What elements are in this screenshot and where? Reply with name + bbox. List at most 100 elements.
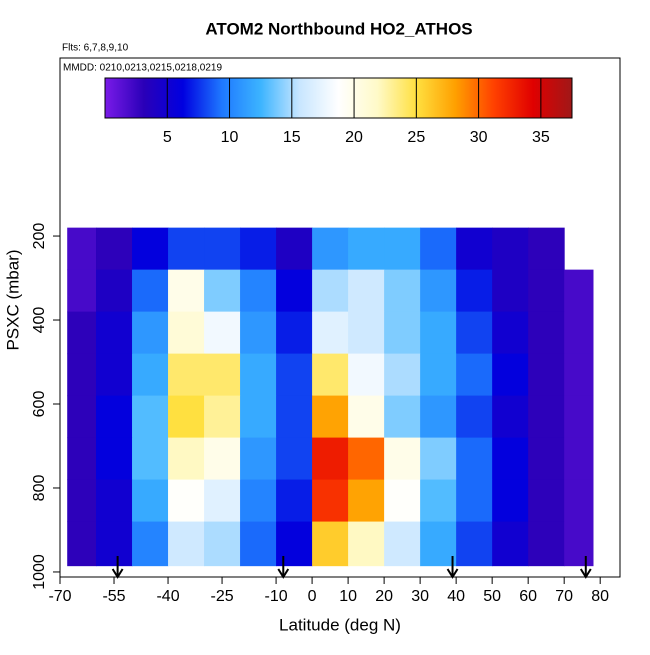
x-tick-label: -55 <box>102 588 125 605</box>
x-tick-label: -10 <box>265 588 288 605</box>
heat-cell <box>492 437 529 481</box>
heat-cell <box>420 395 457 439</box>
heat-cell <box>132 479 169 523</box>
heat-cell <box>384 395 421 439</box>
x-tick-label: 20 <box>375 588 393 605</box>
heat-cell <box>564 521 594 567</box>
heat-cell <box>240 521 277 567</box>
heat-cell <box>528 521 565 567</box>
heat-cell <box>276 227 313 271</box>
heat-cell <box>240 479 277 523</box>
heat-cell <box>456 353 493 397</box>
heat-cell <box>240 353 277 397</box>
x-axis-label: Latitude (deg N) <box>279 615 401 634</box>
heat-cell <box>168 311 205 355</box>
heat-cell <box>312 353 349 397</box>
x-tick-label: 30 <box>411 588 429 605</box>
heat-cell <box>204 269 241 313</box>
colorbar-tick-label: 25 <box>407 129 425 146</box>
y-tick-label: 200 <box>31 223 48 250</box>
heat-cell <box>348 353 385 397</box>
heat-cell <box>240 311 277 355</box>
heat-cell <box>240 269 277 313</box>
heat-cell <box>276 269 313 313</box>
heat-cell <box>528 227 565 271</box>
heat-cell <box>67 521 97 567</box>
heat-cell <box>384 311 421 355</box>
heat-cell <box>492 479 529 523</box>
x-tick-label: 40 <box>447 588 465 605</box>
y-tick-label: 400 <box>31 307 48 334</box>
heat-cell <box>240 227 277 271</box>
heat-cell <box>132 227 169 271</box>
heat-cell <box>420 269 457 313</box>
heat-cell <box>132 521 169 567</box>
x-tick-label: -40 <box>156 588 179 605</box>
heat-cell <box>132 353 169 397</box>
heat-cell <box>96 269 133 313</box>
heat-cell <box>67 269 97 313</box>
heat-cell <box>456 479 493 523</box>
heat-cell <box>204 521 241 567</box>
x-tick-label: -25 <box>210 588 233 605</box>
heat-cell <box>528 437 565 481</box>
heat-cell <box>276 353 313 397</box>
heat-cell <box>276 437 313 481</box>
heat-cell <box>67 479 97 523</box>
heat-cell <box>348 269 385 313</box>
x-tick-label: 70 <box>555 588 573 605</box>
x-tick-label: -70 <box>48 588 71 605</box>
x-tick-label: 60 <box>519 588 537 605</box>
heat-cell <box>96 521 133 567</box>
heat-cell <box>96 353 133 397</box>
heat-cell <box>384 521 421 567</box>
heat-cell <box>564 437 594 481</box>
colorbar-tick-label: 35 <box>532 129 550 146</box>
heat-cell <box>67 437 97 481</box>
heat-cell <box>420 479 457 523</box>
heat-cell <box>420 521 457 567</box>
heat-cell <box>132 437 169 481</box>
heat-cell <box>492 521 529 567</box>
heat-cell <box>204 227 241 271</box>
heat-cell <box>528 353 565 397</box>
heat-cell <box>348 227 385 271</box>
colorbar-tick-label: 5 <box>163 129 172 146</box>
heat-cell <box>492 395 529 439</box>
colorbar-tick-label: 10 <box>221 129 239 146</box>
heat-cell <box>348 479 385 523</box>
heat-cell <box>312 227 349 271</box>
heat-cell <box>348 395 385 439</box>
heat-cell <box>420 353 457 397</box>
heat-cell <box>312 521 349 567</box>
heat-cell <box>204 437 241 481</box>
heat-cell <box>276 521 313 567</box>
heat-cell <box>204 479 241 523</box>
subtitle: Flts: 6,7,8,9,10 <box>62 43 129 54</box>
heat-cell <box>564 353 594 397</box>
colorbar-tick-label: 30 <box>470 129 488 146</box>
y-tick-label: 800 <box>31 475 48 502</box>
heat-cell <box>384 269 421 313</box>
heat-cell <box>528 479 565 523</box>
heat-cell <box>96 437 133 481</box>
heat-cell <box>564 269 594 313</box>
heat-cell <box>204 353 241 397</box>
heat-cell <box>384 227 421 271</box>
heat-cell <box>456 311 493 355</box>
heat-cell <box>456 269 493 313</box>
heat-cell <box>348 311 385 355</box>
heat-cell <box>168 479 205 523</box>
heat-cell <box>312 479 349 523</box>
heat-cell <box>132 395 169 439</box>
heat-cell <box>528 269 565 313</box>
heat-cell <box>312 269 349 313</box>
heat-cell <box>168 227 205 271</box>
heat-cell <box>96 227 133 271</box>
heat-cell <box>528 395 565 439</box>
heat-cell <box>492 227 529 271</box>
heat-cell <box>564 395 594 439</box>
heat-cell <box>456 521 493 567</box>
heat-cell <box>168 353 205 397</box>
